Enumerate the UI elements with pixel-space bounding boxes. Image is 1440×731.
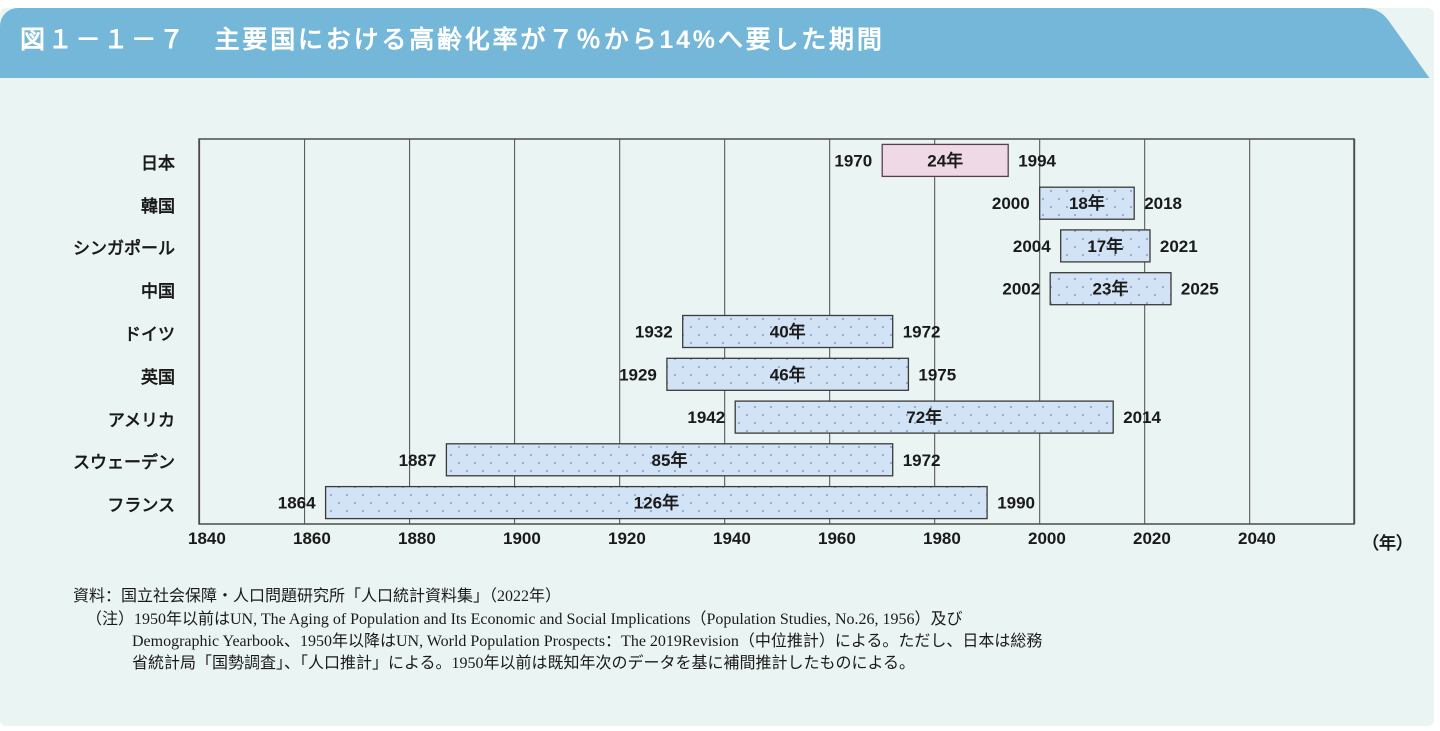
svg-text:46年: 46年 [770, 364, 806, 384]
svg-text:72年: 72年 [906, 407, 942, 427]
svg-text:2014: 2014 [1123, 408, 1161, 427]
svg-text:1975: 1975 [918, 365, 956, 384]
svg-text:2021: 2021 [1160, 237, 1198, 256]
svg-text:1864: 1864 [278, 494, 316, 513]
svg-text:1970: 1970 [834, 151, 872, 170]
svg-text:1994: 1994 [1018, 151, 1056, 170]
svg-text:1932: 1932 [635, 323, 673, 342]
svg-text:85年: 85年 [652, 450, 688, 470]
svg-text:2018: 2018 [1144, 194, 1182, 213]
svg-text:1942: 1942 [687, 408, 725, 427]
svg-text:1990: 1990 [997, 494, 1035, 513]
svg-text:2025: 2025 [1181, 280, 1219, 299]
svg-text:23年: 23年 [1093, 279, 1129, 299]
svg-text:1972: 1972 [903, 451, 941, 470]
svg-text:24年: 24年 [927, 150, 963, 170]
svg-text:17年: 17年 [1087, 236, 1123, 256]
svg-text:126年: 126年 [634, 493, 679, 513]
svg-text:1972: 1972 [903, 323, 941, 342]
svg-text:2002: 2002 [1002, 280, 1040, 299]
svg-text:1887: 1887 [399, 451, 437, 470]
svg-text:2004: 2004 [1013, 237, 1051, 256]
svg-text:40年: 40年 [770, 322, 806, 342]
svg-text:18年: 18年 [1069, 193, 1105, 213]
svg-text:2000: 2000 [992, 194, 1030, 213]
svg-text:1929: 1929 [619, 365, 657, 384]
